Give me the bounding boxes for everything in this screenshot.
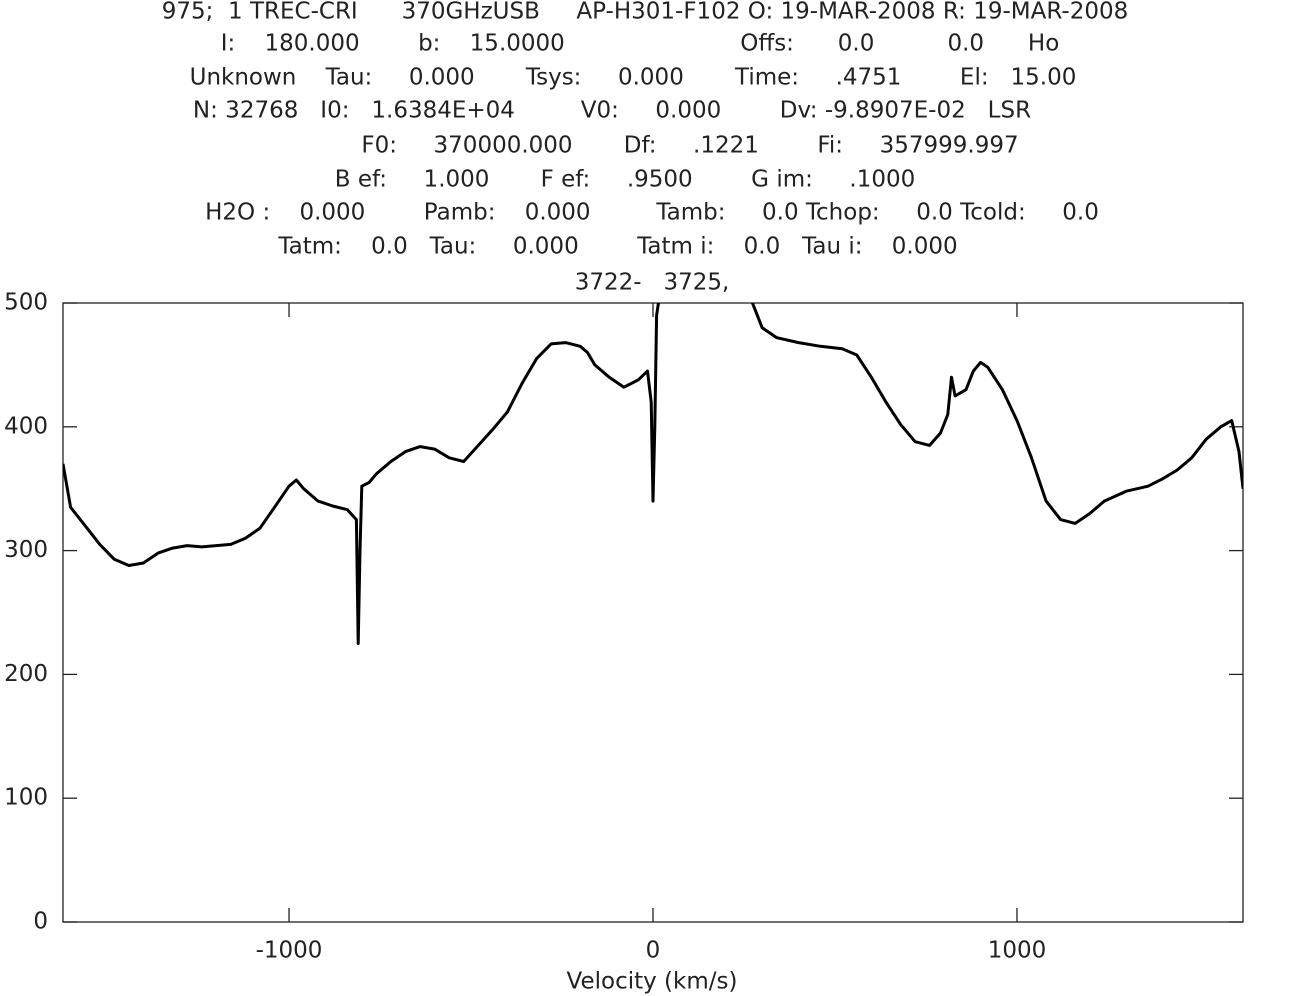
header-line: B ef: 1.000 F ef: .9500 G im: .1000 (335, 167, 916, 193)
x-axis-label: Velocity (km/s) (567, 969, 738, 995)
header-line: F0: 370000.000 Df: .1221 Fi: 357999.997 (361, 133, 1018, 159)
x-tick-label: 0 (646, 938, 661, 964)
header-line: Unknown Tau: 0.000 Tsys: 0.000 Time: .47… (190, 65, 1077, 91)
header-line: H2O : 0.000 Pamb: 0.000 Tamb: 0.0 Tchop:… (205, 200, 1099, 226)
header-line: 975; 1 TREC-CRI 370GHzUSB AP-H301-F102 O… (162, 0, 1128, 25)
header-line: 3722- 3725, (575, 270, 730, 296)
y-tick-label: 300 (4, 537, 48, 563)
y-tick-label: 200 (4, 661, 48, 687)
y-tick-label: 400 (4, 413, 48, 439)
x-tick-label: -1000 (256, 938, 323, 964)
x-tick-label: 1000 (988, 938, 1047, 964)
header-line: Tatm: 0.0 Tau: 0.000 Tatm i: 0.0 Tau i: … (277, 234, 957, 260)
plot-frame (62, 302, 1244, 923)
y-tick-label: 500 (4, 290, 48, 316)
header-line: I: 180.000 b: 15.0000 Offs: 0.0 0.0 Ho (221, 31, 1060, 57)
y-tick-label: 100 (4, 785, 48, 811)
header-line: N: 32768 I0: 1.6384E+04 V0: 0.000 Dv: -9… (193, 98, 1031, 124)
spectrum-line (63, 303, 1243, 645)
y-tick-label: 0 (33, 909, 48, 935)
plot-area (63, 303, 1243, 645)
